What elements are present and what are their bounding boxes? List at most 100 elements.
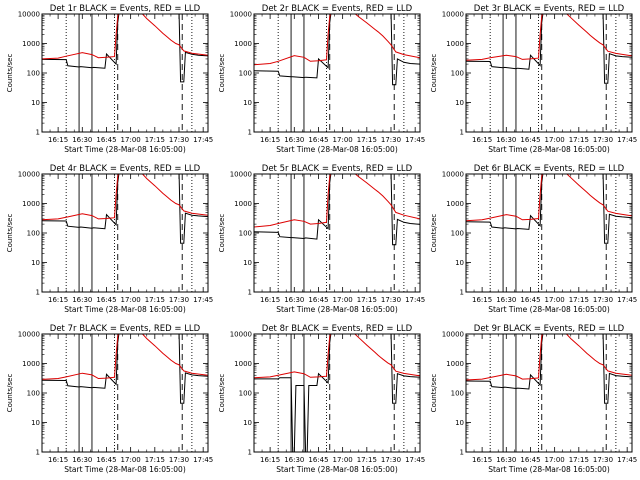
x-tick-label: 16:15 bbox=[260, 136, 280, 144]
lld-series-line bbox=[466, 334, 632, 381]
y-tick-label: 1000 bbox=[446, 200, 464, 208]
y-axis-label: Counts/sec bbox=[218, 374, 226, 413]
x-tick-label: 17:00 bbox=[333, 456, 353, 464]
x-tick-label: 16:45 bbox=[96, 456, 116, 464]
lld-series-line bbox=[42, 174, 208, 221]
y-axis-label: Counts/sec bbox=[430, 374, 438, 413]
x-tick-label: 17:00 bbox=[333, 136, 353, 144]
y-tick-label: 10 bbox=[455, 259, 464, 267]
x-tick-label: 17:45 bbox=[193, 296, 213, 304]
events-series-line bbox=[254, 14, 420, 86]
lld-series-line bbox=[254, 174, 420, 228]
events-series-line bbox=[466, 14, 632, 84]
x-tick-label: 17:15 bbox=[569, 296, 589, 304]
x-tick-label: 17:00 bbox=[545, 296, 565, 304]
x-tick-label: 16:45 bbox=[520, 456, 540, 464]
y-tick-label: 1000 bbox=[446, 360, 464, 368]
y-tick-label: 1000 bbox=[234, 200, 252, 208]
x-tick-label: 16:15 bbox=[48, 296, 68, 304]
x-tick-label: 17:30 bbox=[593, 456, 613, 464]
y-axis-label: Counts/sec bbox=[218, 214, 226, 253]
x-tick-label: 17:30 bbox=[381, 296, 401, 304]
detector-panel: Det 5r BLACK = Events, RED = LLD Counts/s… bbox=[218, 164, 425, 314]
x-tick-label: 16:45 bbox=[308, 136, 328, 144]
y-tick-label: 100 bbox=[451, 70, 464, 78]
x-tick-label: 17:30 bbox=[169, 296, 189, 304]
y-tick-label: 10 bbox=[455, 419, 464, 427]
x-tick-label: 17:15 bbox=[357, 456, 377, 464]
x-tick-label: 17:30 bbox=[169, 456, 189, 464]
x-tick-label: 17:00 bbox=[545, 136, 565, 144]
x-tick-label: 16:30 bbox=[284, 136, 304, 144]
events-series-line bbox=[254, 334, 420, 452]
x-tick-label: 17:30 bbox=[169, 136, 189, 144]
y-tick-label: 1000 bbox=[234, 360, 252, 368]
x-tick-label: 17:15 bbox=[145, 136, 165, 144]
detector-panel: Det 3r BLACK = Events, RED = LLD Counts/s… bbox=[430, 4, 637, 154]
x-tick-label: 17:30 bbox=[381, 456, 401, 464]
y-tick-label: 1 bbox=[36, 129, 40, 137]
x-tick-label: 17:45 bbox=[193, 456, 213, 464]
x-axis-label: Start Time (28-Mar-08 16:05:00) bbox=[64, 465, 186, 474]
y-tick-label: 1000 bbox=[234, 40, 252, 48]
x-tick-label: 17:30 bbox=[381, 136, 401, 144]
x-tick-label: 17:30 bbox=[593, 136, 613, 144]
y-tick-label: 1000 bbox=[22, 200, 40, 208]
lld-series-line bbox=[466, 14, 632, 61]
y-tick-label: 10 bbox=[243, 99, 252, 107]
y-tick-label: 10000 bbox=[230, 11, 252, 19]
x-tick-label: 17:45 bbox=[193, 136, 213, 144]
x-tick-label: 16:15 bbox=[472, 296, 492, 304]
plot-frame bbox=[253, 333, 421, 453]
x-tick-label: 17:45 bbox=[405, 456, 425, 464]
y-tick-label: 1 bbox=[248, 129, 252, 137]
panel-title: Det 7r BLACK = Events, RED = LLD bbox=[50, 324, 201, 334]
y-tick-label: 1 bbox=[36, 449, 40, 457]
lld-series-line bbox=[254, 334, 420, 379]
x-tick-label: 17:45 bbox=[617, 296, 637, 304]
x-tick-label: 17:15 bbox=[569, 136, 589, 144]
x-tick-label: 17:00 bbox=[333, 296, 353, 304]
y-axis-label: Counts/sec bbox=[218, 54, 226, 93]
y-tick-label: 10000 bbox=[230, 331, 252, 339]
x-tick-label: 16:30 bbox=[72, 136, 92, 144]
y-tick-label: 1 bbox=[36, 289, 40, 297]
plot-frame bbox=[465, 333, 633, 453]
y-tick-label: 10000 bbox=[230, 171, 252, 179]
panel-title: Det 8r BLACK = Events, RED = LLD bbox=[262, 324, 413, 334]
panel-title: Det 1r BLACK = Events, RED = LLD bbox=[50, 4, 201, 14]
y-tick-label: 10 bbox=[455, 99, 464, 107]
y-tick-label: 1 bbox=[460, 289, 464, 297]
y-tick-label: 1000 bbox=[22, 40, 40, 48]
x-tick-label: 17:00 bbox=[121, 456, 141, 464]
plot-frame bbox=[253, 13, 421, 133]
plot-frame bbox=[41, 13, 209, 133]
events-series-line bbox=[254, 174, 420, 246]
detector-panel: Det 1r BLACK = Events, RED = LLD Counts/s… bbox=[6, 4, 213, 154]
x-tick-label: 16:15 bbox=[260, 456, 280, 464]
x-tick-label: 17:15 bbox=[357, 136, 377, 144]
y-axis-label: Counts/sec bbox=[6, 54, 14, 93]
lld-series-line bbox=[42, 14, 208, 60]
y-axis-label: Counts/sec bbox=[430, 54, 438, 93]
panel-title: Det 9r BLACK = Events, RED = LLD bbox=[474, 324, 625, 334]
x-tick-label: 16:15 bbox=[48, 456, 68, 464]
x-tick-label: 16:30 bbox=[72, 296, 92, 304]
plot-frame bbox=[465, 13, 633, 133]
events-series-line bbox=[42, 174, 208, 244]
x-tick-label: 17:15 bbox=[145, 456, 165, 464]
x-tick-label: 16:45 bbox=[520, 296, 540, 304]
detector-panel: Det 6r BLACK = Events, RED = LLD Counts/s… bbox=[430, 164, 637, 314]
y-tick-label: 100 bbox=[239, 390, 252, 398]
x-axis-label: Start Time (28-Mar-08 16:05:00) bbox=[276, 145, 398, 154]
x-tick-label: 17:15 bbox=[569, 456, 589, 464]
events-series-line bbox=[42, 14, 208, 83]
y-axis-label: Counts/sec bbox=[430, 214, 438, 253]
x-tick-label: 16:15 bbox=[472, 136, 492, 144]
y-tick-label: 100 bbox=[451, 230, 464, 238]
x-tick-label: 16:30 bbox=[496, 296, 516, 304]
x-tick-label: 16:45 bbox=[96, 136, 116, 144]
x-tick-label: 17:00 bbox=[545, 456, 565, 464]
y-tick-label: 10 bbox=[31, 419, 40, 427]
